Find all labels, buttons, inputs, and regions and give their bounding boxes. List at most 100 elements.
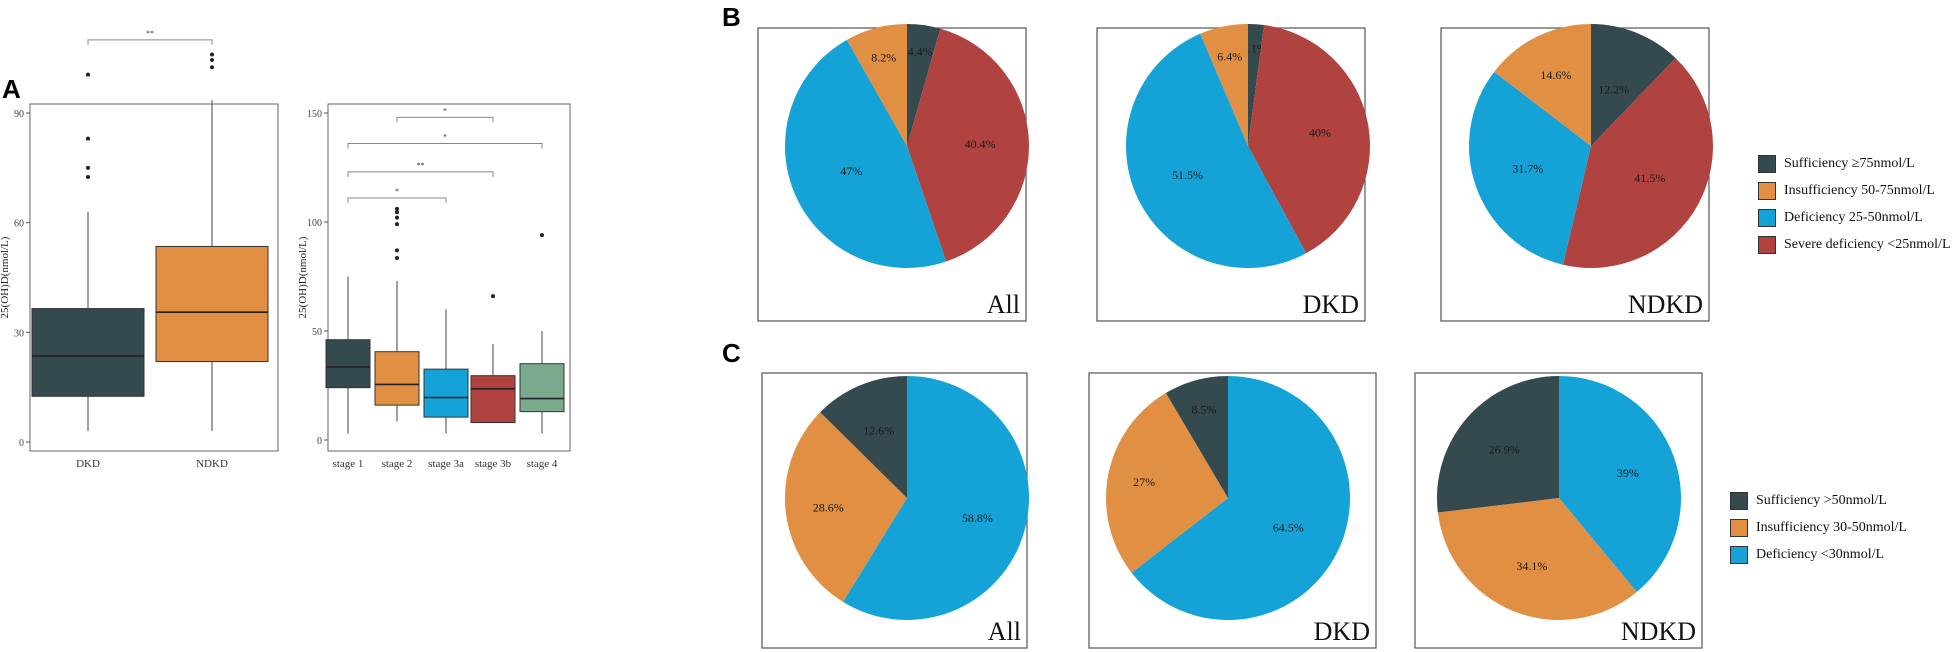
- legend-c: Sufficiency >50nmol/L Insufficiency 30-50…: [1730, 487, 1907, 568]
- panel-letter-b: B: [722, 2, 741, 32]
- outlier-point: [210, 57, 214, 62]
- legend-swatch: [1758, 181, 1776, 200]
- pie-slice-label: 14.6%: [1540, 68, 1571, 82]
- outlier-point: [540, 233, 544, 238]
- x-tick-label: DKD: [76, 458, 100, 470]
- box-NDKD: [155, 245, 269, 363]
- legend-swatch: [1758, 154, 1776, 173]
- pie-slice-label: 8.5%: [1191, 403, 1216, 417]
- pie-slice-orange: [1494, 24, 1591, 146]
- significance-bracket: [347, 171, 494, 177]
- pie-slice-blue: [1559, 376, 1681, 593]
- legend-swatch: [1730, 518, 1748, 537]
- legend-label: Deficiency <30nmol/L: [1756, 546, 1885, 562]
- outlier-point: [395, 248, 399, 253]
- pie-slice-blue: [785, 39, 947, 268]
- outlier-point: [86, 72, 90, 77]
- outlier-point: [395, 210, 399, 215]
- box-DKD: [31, 308, 145, 397]
- y-tick-label: 0: [317, 436, 322, 447]
- legend-label: Sufficiency >50nmol/L: [1756, 492, 1887, 508]
- legend-label: Deficiency 25-50nmol/L: [1784, 209, 1923, 225]
- pie-slice-label: 12.2%: [1598, 82, 1629, 96]
- legend-item: Sufficiency ≥75nmol/L: [1758, 150, 1951, 177]
- x-tick-label: NDKD: [196, 458, 228, 470]
- pie-slice-dark: [1248, 24, 1265, 146]
- pie-slice-label: 31.7%: [1512, 162, 1543, 176]
- pie-title: All: [987, 290, 1020, 319]
- pie-slice-label: 64.5%: [1273, 521, 1304, 535]
- pie-slice-label: 12.6%: [863, 423, 894, 437]
- pie-slice-label: 6.4%: [1217, 49, 1242, 63]
- significance-label: **: [146, 29, 154, 38]
- y-axis-label: 25(OH)D(nmol/L): [297, 236, 309, 318]
- pie-slice-orange: [846, 24, 907, 146]
- y-tick-label: 50: [312, 327, 322, 338]
- legend-item: Insufficiency 30-50nmol/L: [1730, 514, 1907, 541]
- significance-label: *: [395, 187, 399, 196]
- legend-item: Insufficiency 50-75nmol/L: [1758, 177, 1951, 204]
- significance-bracket: [87, 39, 213, 45]
- y-axis-label: 25(OH)D(nmol/L): [0, 236, 11, 318]
- pie-slice-red: [1248, 25, 1370, 254]
- legend-label: Severe deficiency <25nmol/L: [1784, 236, 1951, 252]
- pie-slice-label: 34.1%: [1516, 559, 1547, 573]
- box-stage-2: [374, 351, 420, 406]
- legend-label: Insufficiency 50-75nmol/L: [1784, 182, 1935, 198]
- y-tick-label: 30: [14, 328, 24, 339]
- legend-swatch: [1730, 491, 1748, 510]
- y-tick-label: 60: [14, 219, 24, 230]
- pie-title: NDKD: [1621, 617, 1696, 646]
- legend-item: Sufficiency >50nmol/L: [1730, 487, 1907, 514]
- box-stage-4: [519, 363, 565, 413]
- pie-slice-orange: [1200, 24, 1248, 146]
- legend-item: Severe deficiency <25nmol/L: [1758, 231, 1951, 258]
- pie-slice-orange: [1106, 392, 1228, 573]
- panel-letter-c: C: [722, 338, 741, 368]
- significance-bracket: [347, 143, 543, 149]
- pie-slice-label: 27%: [1133, 475, 1155, 489]
- x-tick-label: stage 3b: [475, 458, 512, 470]
- pie-slice-label: 26.9%: [1489, 442, 1520, 456]
- x-tick-label: stage 4: [527, 458, 558, 470]
- outlier-point: [210, 65, 214, 70]
- significance-label: *: [443, 133, 447, 142]
- significance-label: *: [443, 106, 447, 115]
- legend-b: Sufficiency ≥75nmol/L Insufficiency 50-75…: [1758, 150, 1951, 258]
- pie-title: All: [988, 617, 1021, 646]
- pie-slice-blue: [1126, 33, 1307, 268]
- significance-label: **: [417, 161, 425, 170]
- pie-slice-label: 4.4%: [908, 45, 933, 59]
- outlier-point: [395, 255, 399, 260]
- pie-title: DKD: [1314, 617, 1370, 646]
- y-tick-label: 90: [14, 109, 24, 120]
- x-tick-label: stage 3a: [428, 458, 464, 470]
- pie-slice-blue: [1469, 71, 1591, 265]
- panel-letter-a: A: [2, 74, 21, 104]
- y-tick-label: 0: [19, 438, 24, 449]
- legend-swatch: [1730, 545, 1748, 564]
- legend-item: Deficiency 25-50nmol/L: [1758, 204, 1951, 231]
- pie-slice-orange: [785, 412, 907, 602]
- legend-swatch: [1758, 208, 1776, 227]
- pie-slice-label: 58.8%: [962, 511, 993, 525]
- pie-slice-dark: [820, 376, 907, 498]
- legend-item: Deficiency <30nmol/L: [1730, 541, 1907, 568]
- pie-slice-dark: [1437, 376, 1559, 513]
- outlier-point: [395, 206, 399, 211]
- pie-title: DKD: [1303, 290, 1359, 319]
- outlier-point: [86, 174, 90, 179]
- box-stage-1: [325, 339, 371, 389]
- y-tick-label: 150: [307, 109, 322, 120]
- legend-label: Sufficiency ≥75nmol/L: [1784, 155, 1915, 171]
- pie-slice-dark: [1591, 24, 1676, 146]
- outlier-point: [86, 136, 90, 141]
- outlier-point: [210, 52, 214, 57]
- pie-slice-label: 39%: [1617, 466, 1639, 480]
- outlier-point: [491, 294, 495, 299]
- pie-slice-blue: [842, 376, 1029, 621]
- pie-slice-label: 51.5%: [1172, 168, 1203, 182]
- outlier-point: [395, 222, 399, 227]
- box-stage-3b: [470, 375, 516, 424]
